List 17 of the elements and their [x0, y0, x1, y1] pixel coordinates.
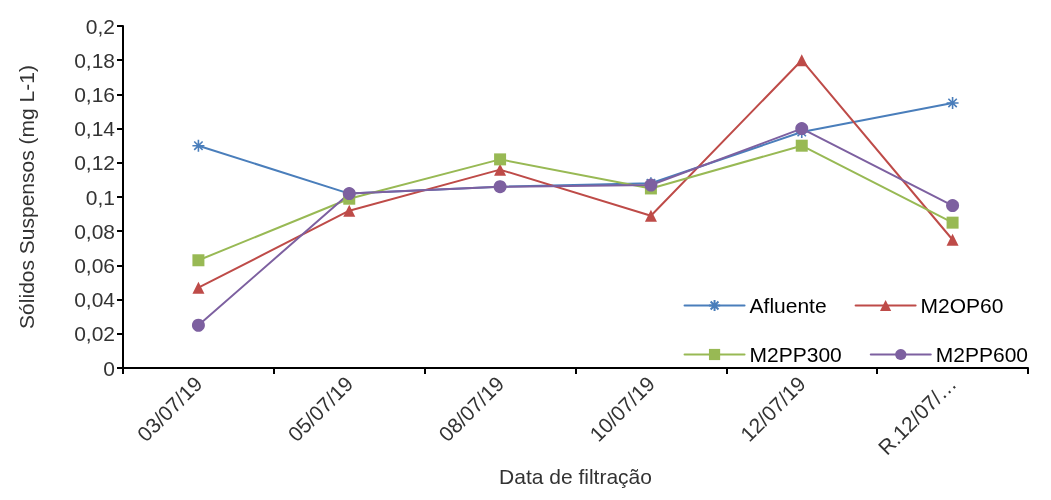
legend-label: M2PP600	[935, 343, 1029, 366]
legend-label: M2PP300	[749, 343, 842, 366]
y-tick-label: 0,12	[74, 151, 115, 175]
y-tick-label: 0,02	[74, 322, 115, 346]
y-tick-label: 0,04	[74, 288, 116, 312]
y-tick-label: 0,08	[74, 219, 115, 243]
legend-label: Afluente	[749, 294, 827, 317]
y-tick-label: 0,14	[74, 117, 116, 141]
x-axis-title: Data de filtração	[499, 465, 652, 488]
y-axis-title: Sólidos Suspensos (mg L-1)	[15, 65, 38, 329]
y-tick-label: 0,18	[74, 48, 115, 72]
y-tick-label: 0	[103, 356, 115, 380]
y-tick-label: 0,06	[74, 253, 115, 277]
y-tick-label: 0,16	[74, 82, 115, 106]
y-tick-label: 0,1	[85, 185, 115, 209]
y-tick-label: 0,2	[85, 14, 115, 38]
legend-label: M2OP60	[920, 294, 1004, 317]
